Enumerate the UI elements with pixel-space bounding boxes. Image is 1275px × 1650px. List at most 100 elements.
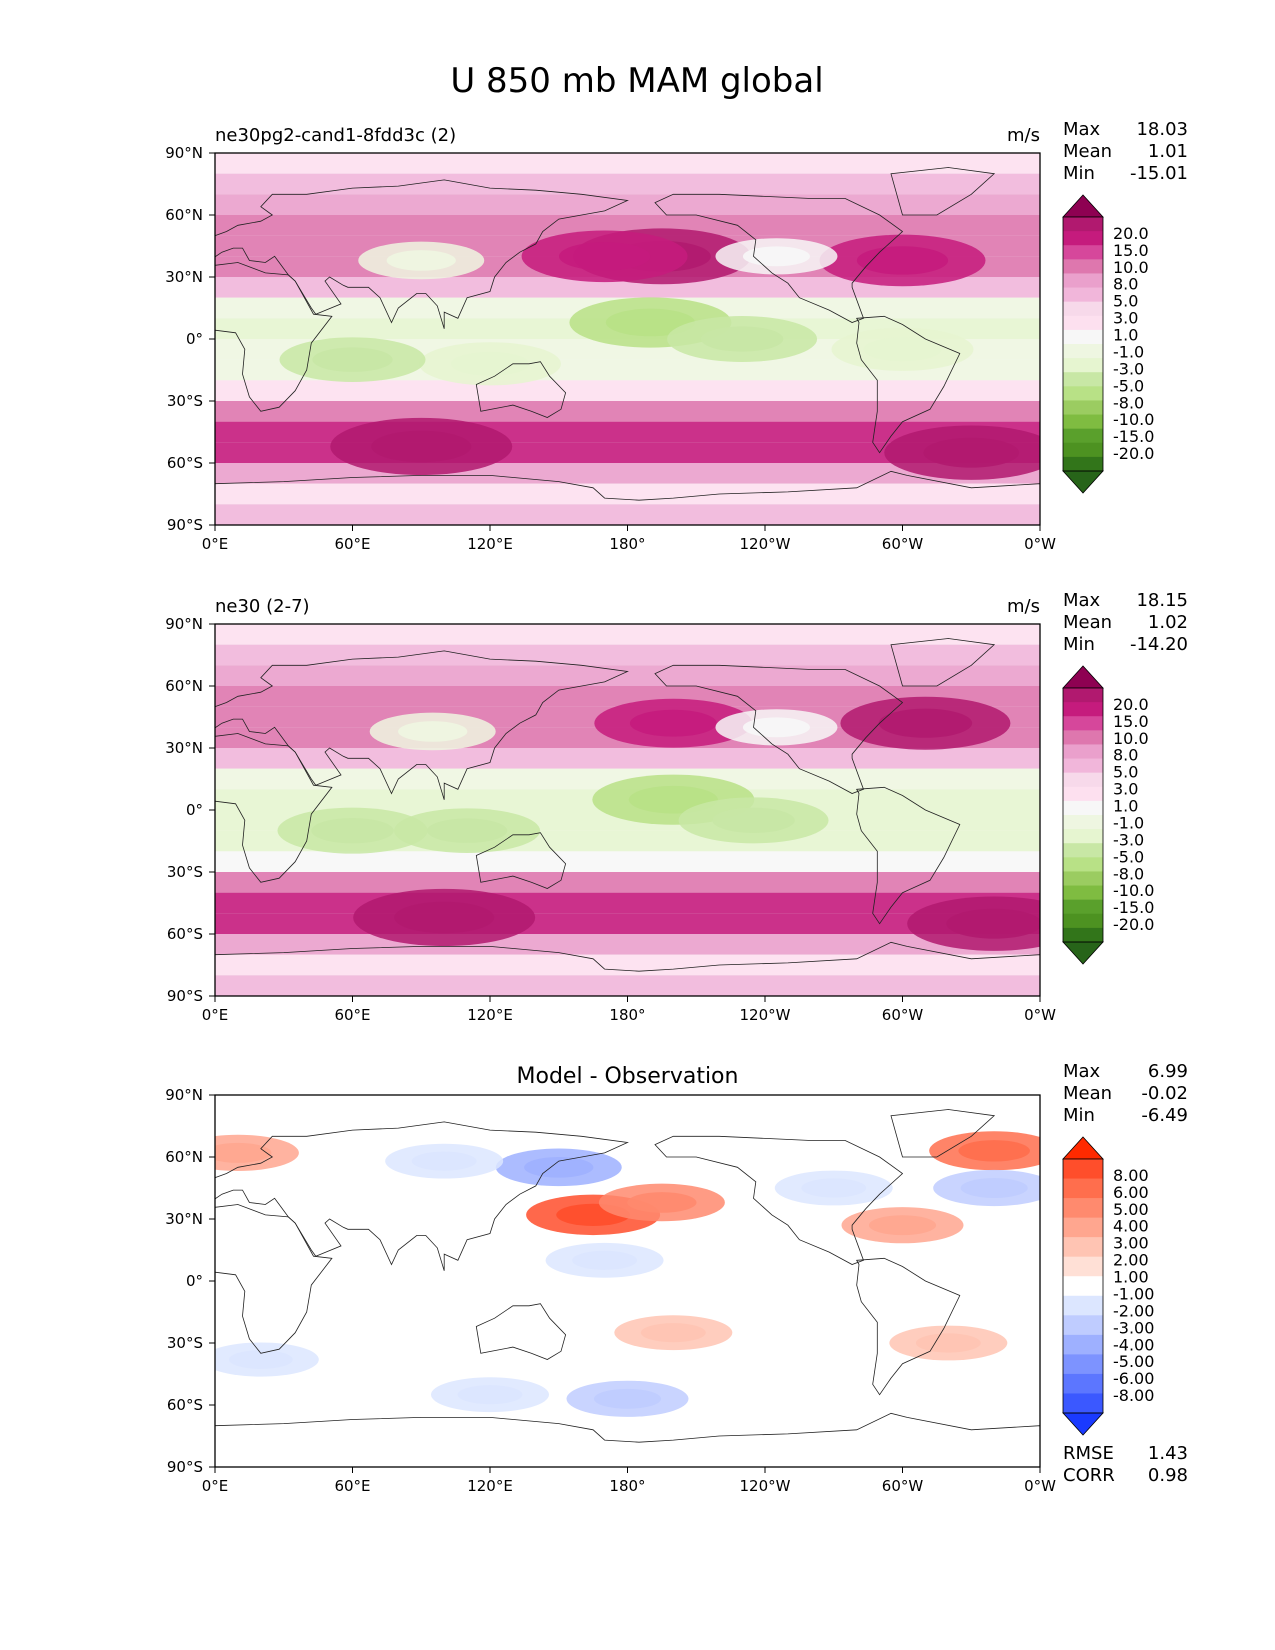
stat-value: -6.49 [1141, 1105, 1188, 1126]
y-tick-label: 60°N [165, 206, 203, 224]
x-tick-label: 180° [609, 1477, 645, 1495]
panel-title: Model - Observation [517, 1064, 739, 1089]
colorbar-band [1063, 815, 1103, 830]
field-feature-core [629, 709, 717, 737]
x-tick-label: 60°W [882, 535, 924, 553]
zonal-band [215, 215, 1040, 236]
x-tick-label: 120°W [740, 535, 791, 553]
stat-label: Max [1063, 590, 1101, 611]
colorbar-band [1063, 386, 1103, 401]
colorbar-band [1063, 871, 1103, 887]
y-tick-label: 60°S [167, 454, 203, 472]
stat-value: 18.03 [1136, 119, 1188, 140]
colorbar-extend-max [1062, 665, 1104, 689]
colorbar-band [1063, 372, 1103, 387]
stat-value: 1.01 [1148, 141, 1188, 162]
panels: ne30pg2-cand1-8fdd3c (2) m/s 0°E 60°E 120°E 1… [165, 119, 1188, 1495]
coastline [215, 262, 333, 412]
colorbar: 8.006.005.004.003.002.001.00-1.00-2.00-3… [1062, 1136, 1154, 1436]
colorbar-label: -6.00 [1113, 1369, 1154, 1388]
colorbar-band [1063, 329, 1103, 345]
colorbar-label: -20.0 [1113, 444, 1154, 463]
colorbar-extend-min [1062, 1412, 1104, 1436]
x-tick-label: 120°E [467, 1477, 513, 1495]
colorbar-band [1063, 245, 1103, 260]
y-tick-label: 0° [186, 330, 203, 348]
coastline [890, 1109, 996, 1158]
coastline [654, 664, 904, 794]
coastline [215, 1412, 1040, 1467]
panel-units: m/s [1007, 596, 1040, 617]
colorbar-band [1063, 744, 1103, 760]
x-tick-label: 60°W [882, 1477, 924, 1495]
y-tick-label: 60°S [167, 1396, 203, 1414]
colorbar-label: -8.00 [1113, 1386, 1154, 1405]
colorbar: 20.015.010.08.05.03.01.0-1.0-3.0-5.0-8.0… [1062, 194, 1154, 494]
field-feature-core [312, 347, 393, 372]
colorbar-label: 10.0 [1113, 258, 1149, 277]
zonal-band [215, 665, 1040, 686]
extra-stat-value: 0.98 [1148, 1465, 1188, 1486]
field-feature-core [868, 1215, 937, 1236]
y-tick-label: 30°S [167, 1334, 203, 1352]
colorbar-label: 10.0 [1113, 729, 1149, 748]
coastline [215, 1204, 333, 1354]
colorbar-band [1063, 716, 1103, 731]
x-tick-label: 60°E [334, 1006, 370, 1024]
x-tick-label: 120°W [740, 1477, 791, 1495]
colorbar-label: 8.0 [1113, 746, 1138, 765]
coastline [890, 638, 996, 687]
field-feature-core [946, 908, 1040, 939]
colorbar-label: 5.0 [1113, 763, 1138, 782]
colorbar-label: 20.0 [1113, 695, 1149, 714]
colorbar-band [1063, 857, 1103, 872]
y-tick-label: 60°N [165, 1148, 203, 1166]
colorbar-band [1063, 259, 1103, 274]
panel-title: ne30pg2-cand1-8fdd3c (2) [215, 125, 456, 146]
stat-label: Mean [1063, 141, 1112, 162]
field-feature-core [593, 1388, 662, 1409]
colorbar-label: -4.00 [1113, 1335, 1154, 1354]
extra-stat-value: 1.43 [1148, 1443, 1188, 1464]
y-tick-label: 30°N [165, 268, 203, 286]
x-tick-label: 0°E [202, 1006, 229, 1024]
zonal-band [215, 686, 1040, 707]
colorbar-band [1063, 428, 1103, 444]
zonal-band [215, 644, 1040, 666]
y-tick-label: 90°N [165, 1086, 203, 1104]
y-tick-label: 0° [186, 1272, 203, 1290]
extra-stat-label: RMSE [1063, 1443, 1114, 1464]
field-feature-core [228, 1350, 293, 1369]
colorbar-band [1063, 1334, 1103, 1355]
figure-title: U 850 mb MAM global [450, 61, 823, 101]
panel-title: ne30 (2-7) [215, 596, 310, 617]
zonal-band [215, 173, 1040, 195]
x-tick-label: 180° [609, 535, 645, 553]
colorbar-extend-max [1062, 1136, 1104, 1160]
colorbar: 20.015.010.08.05.03.01.0-1.0-3.0-5.0-8.0… [1062, 665, 1154, 965]
colorbar-label: -1.0 [1113, 342, 1144, 361]
colorbar-band [1063, 400, 1103, 416]
colorbar-extend-min [1062, 470, 1104, 494]
coastline [856, 1257, 961, 1396]
stat-label: Min [1063, 1105, 1095, 1126]
field-feature-core [426, 818, 508, 843]
y-tick-label: 30°S [167, 392, 203, 410]
colorbar-label: -1.0 [1113, 813, 1144, 832]
x-tick-label: 0°E [202, 1477, 229, 1495]
x-tick-label: 180° [609, 1006, 645, 1024]
field-feature-core [742, 717, 811, 738]
colorbar-label: -1.00 [1113, 1284, 1154, 1303]
coastline [215, 941, 1040, 996]
colorbar-label: -8.0 [1113, 864, 1144, 883]
coastline [654, 1135, 904, 1265]
colorbar-label: 1.0 [1113, 326, 1138, 345]
zonal-band [215, 504, 1040, 525]
colorbar-label: -3.00 [1113, 1318, 1154, 1337]
zonal-band [215, 892, 1040, 914]
stat-label: Mean [1063, 1083, 1112, 1104]
colorbar-label: -8.0 [1113, 393, 1144, 412]
field-feature-core [856, 246, 949, 275]
coastline [856, 786, 961, 925]
